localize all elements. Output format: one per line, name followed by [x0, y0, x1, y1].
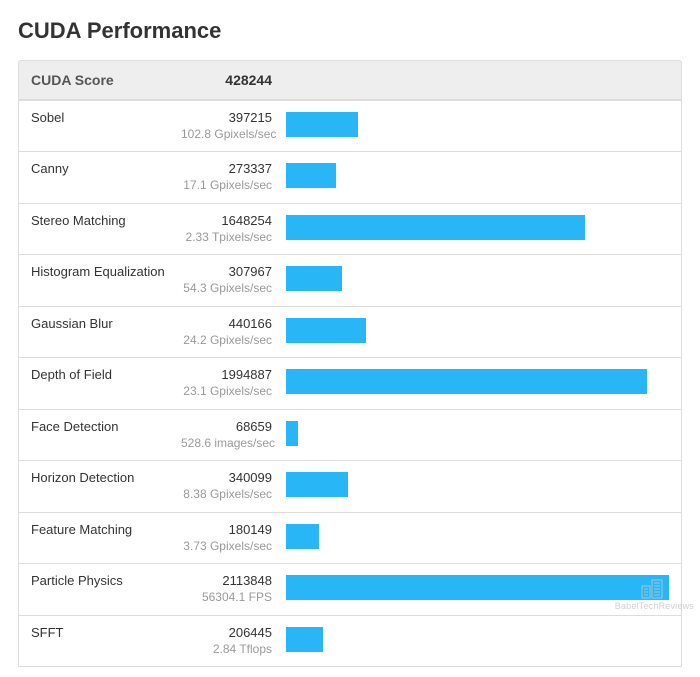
benchmark-unit: 8.38 Gpixels/sec — [181, 487, 272, 503]
benchmark-score-col: 1801493.73 Gpixels/sec — [181, 522, 286, 554]
benchmark-bar-col — [286, 625, 669, 652]
benchmark-score: 68659 — [181, 419, 272, 436]
watermark: BabelTechReviews — [615, 578, 694, 611]
benchmark-bar-col — [286, 161, 669, 188]
benchmark-name: Feature Matching — [31, 522, 181, 538]
benchmark-bar — [286, 421, 298, 446]
benchmark-score: 180149 — [181, 522, 272, 539]
benchmark-name: Depth of Field — [31, 367, 181, 383]
benchmark-row: SFFT2064452.84 Tflops — [19, 615, 681, 666]
benchmark-bar-col — [286, 419, 669, 446]
benchmark-score: 440166 — [181, 316, 272, 333]
benchmark-bar — [286, 215, 585, 240]
benchmark-name: Horizon Detection — [31, 470, 181, 486]
benchmark-name: Histogram Equalization — [31, 264, 181, 280]
benchmark-name: Gaussian Blur — [31, 316, 181, 332]
benchmark-bar — [286, 369, 647, 394]
benchmark-bar — [286, 524, 319, 549]
benchmark-bar — [286, 627, 323, 652]
benchmark-bar — [286, 575, 669, 600]
benchmark-unit: 528.6 images/sec — [181, 436, 272, 452]
benchmark-row: Feature Matching1801493.73 Gpixels/sec — [19, 512, 681, 563]
benchmark-row: Canny27333717.1 Gpixels/sec — [19, 151, 681, 202]
benchmark-score-col: 27333717.1 Gpixels/sec — [181, 161, 286, 193]
benchmark-score-col: 2064452.84 Tflops — [181, 625, 286, 657]
benchmark-score: 206445 — [181, 625, 272, 642]
benchmark-row: Histogram Equalization30796754.3 Gpixels… — [19, 254, 681, 305]
benchmark-unit: 23.1 Gpixels/sec — [181, 384, 272, 400]
benchmark-score-col: 44016624.2 Gpixels/sec — [181, 316, 286, 348]
benchmark-row: Horizon Detection3400998.38 Gpixels/sec — [19, 460, 681, 511]
benchmark-score-col: 68659528.6 images/sec — [181, 419, 286, 451]
benchmark-unit: 54.3 Gpixels/sec — [181, 281, 272, 297]
benchmark-bar-col — [286, 573, 669, 600]
benchmark-bar-col — [286, 470, 669, 497]
benchmark-score: 2113848 — [181, 573, 272, 590]
score-header: CUDA Score 428244 — [18, 60, 682, 100]
benchmark-unit: 102.8 Gpixels/sec — [181, 127, 272, 143]
benchmark-score-col: 30796754.3 Gpixels/sec — [181, 264, 286, 296]
benchmark-name: SFFT — [31, 625, 181, 641]
benchmark-row: Stereo Matching16482542.33 Tpixels/sec — [19, 203, 681, 254]
benchmark-unit: 2.33 Tpixels/sec — [181, 230, 272, 246]
benchmark-score: 340099 — [181, 470, 272, 487]
benchmark-unit: 3.73 Gpixels/sec — [181, 539, 272, 555]
benchmark-bar — [286, 318, 366, 343]
benchmark-bar — [286, 472, 348, 497]
benchmark-name: Sobel — [31, 110, 181, 126]
score-header-value: 428244 — [181, 72, 286, 88]
benchmark-name: Face Detection — [31, 419, 181, 435]
benchmark-row: Sobel397215102.8 Gpixels/sec — [19, 100, 681, 151]
benchmark-bar — [286, 163, 336, 188]
benchmark-bar-col — [286, 110, 669, 137]
benchmark-bar-col — [286, 264, 669, 291]
benchmark-score-col: 16482542.33 Tpixels/sec — [181, 213, 286, 245]
benchmark-score: 397215 — [181, 110, 272, 127]
benchmark-bar — [286, 266, 342, 291]
benchmark-unit: 17.1 Gpixels/sec — [181, 178, 272, 194]
benchmark-bar — [286, 112, 358, 137]
benchmark-bar-col — [286, 522, 669, 549]
watermark-text: BabelTechReviews — [615, 601, 694, 611]
benchmark-bar-col — [286, 367, 669, 394]
benchmark-score: 1994887 — [181, 367, 272, 384]
page-title: CUDA Performance — [18, 18, 682, 44]
benchmark-score-col: 3400998.38 Gpixels/sec — [181, 470, 286, 502]
benchmark-score-col: 211384856304.1 FPS — [181, 573, 286, 605]
benchmark-name: Canny — [31, 161, 181, 177]
benchmark-score-col: 199488723.1 Gpixels/sec — [181, 367, 286, 399]
benchmark-row: Particle Physics211384856304.1 FPS — [19, 563, 681, 614]
score-header-label: CUDA Score — [31, 72, 181, 88]
benchmark-score-col: 397215102.8 Gpixels/sec — [181, 110, 286, 142]
benchmark-score: 273337 — [181, 161, 272, 178]
benchmark-row: Gaussian Blur44016624.2 Gpixels/sec — [19, 306, 681, 357]
benchmark-unit: 56304.1 FPS — [181, 590, 272, 606]
benchmark-row: Face Detection68659528.6 images/sec — [19, 409, 681, 460]
benchmark-score: 1648254 — [181, 213, 272, 230]
benchmark-unit: 2.84 Tflops — [181, 642, 272, 658]
benchmark-row: Depth of Field199488723.1 Gpixels/sec — [19, 357, 681, 408]
benchmark-unit: 24.2 Gpixels/sec — [181, 333, 272, 349]
benchmark-bar-col — [286, 213, 669, 240]
benchmark-name: Stereo Matching — [31, 213, 181, 229]
benchmark-rows: Sobel397215102.8 Gpixels/secCanny2733371… — [18, 100, 682, 667]
benchmark-score: 307967 — [181, 264, 272, 281]
benchmark-bar-col — [286, 316, 669, 343]
benchmark-name: Particle Physics — [31, 573, 181, 589]
